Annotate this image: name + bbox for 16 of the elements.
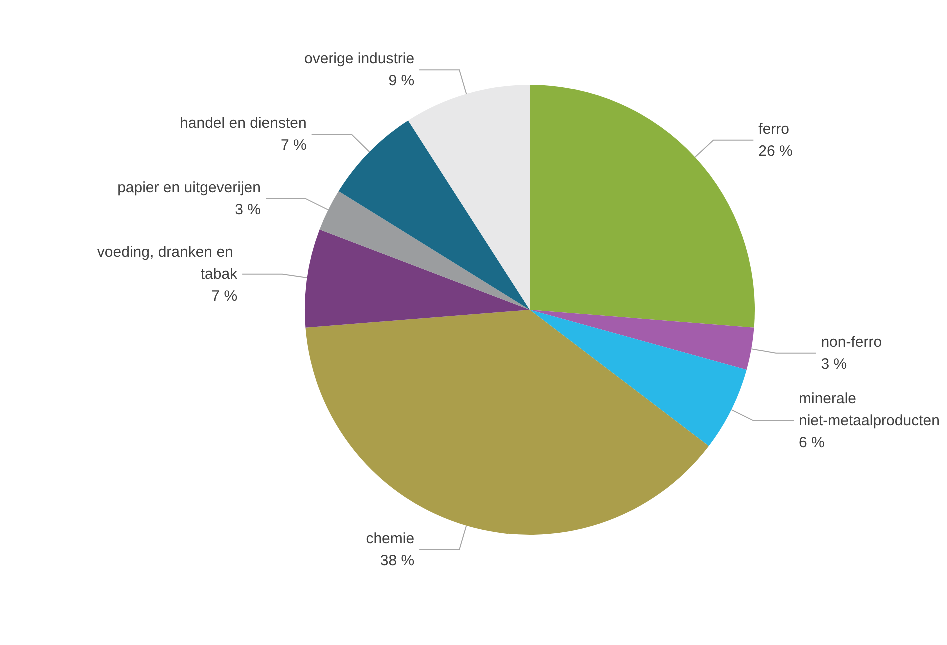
data-label: 7 % <box>212 288 238 305</box>
slice-label: voeding, dranken en tabak <box>97 244 238 283</box>
slice-label: handel en diensten <box>180 115 307 132</box>
data-label: 7 % <box>280 137 307 154</box>
data-label: 6 % <box>799 434 825 452</box>
slice-label: chemie <box>366 530 415 548</box>
data-label: 9 % <box>388 72 415 90</box>
data-label: 3 % <box>235 201 261 218</box>
slice-label: non-ferro <box>821 334 882 351</box>
slice-label: ferro <box>758 120 790 138</box>
data-label: 26 % <box>758 142 793 160</box>
data-label: 3 % <box>821 356 848 373</box>
data-label: 38 % <box>380 552 415 570</box>
slice-label: overige industrie <box>304 50 415 68</box>
slice-label: papier en uitgeverijen <box>118 179 261 196</box>
slice-label: minerale niet-metaalproducten <box>799 390 940 430</box>
